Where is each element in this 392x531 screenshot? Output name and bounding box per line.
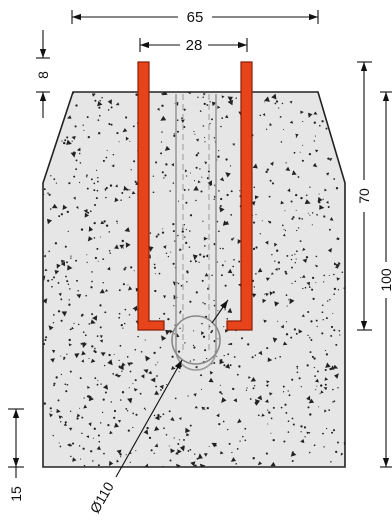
dimension-post-spacing: 28 — [140, 37, 247, 54]
label-post-spacing: 28 — [186, 37, 203, 54]
label-hole-diameter: Ø110 — [86, 479, 117, 516]
hole-detail-circle — [171, 315, 221, 365]
concrete-aggregate-texture — [43, 92, 345, 467]
dimension-overall-width: 65 — [72, 9, 318, 26]
concrete-block — [42, 91, 346, 468]
label-total-height: 100 — [378, 268, 392, 292]
dimension-embed-depth: 70 — [356, 62, 372, 330]
label-overall-width: 65 — [187, 9, 204, 26]
steel-post-right — [226, 61, 253, 331]
label-base-thickness: 15 — [8, 486, 24, 502]
label-embed-depth: 70 — [356, 188, 372, 204]
dimension-base-thickness: 15 — [8, 409, 24, 502]
label-top-offset: 8 — [35, 71, 51, 79]
dimension-top-offset: 8 — [35, 30, 51, 118]
steel-post-left — [137, 61, 165, 331]
dimension-total-height: 100 — [378, 92, 392, 467]
